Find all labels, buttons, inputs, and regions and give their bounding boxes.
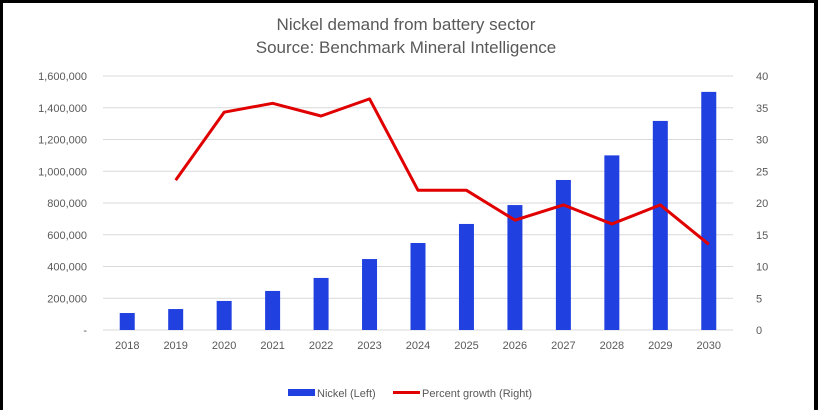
right-tick-label: 25: [756, 166, 768, 178]
right-tick-label: 35: [756, 103, 768, 115]
x-tick-label: 2022: [309, 340, 333, 352]
bar: [265, 290, 281, 330]
bar: [410, 243, 426, 330]
bar: [216, 300, 232, 330]
x-axis: 2018 2019 2020 2021 2022 2023 2024 2025 2026 2027…: [115, 340, 721, 352]
right-tick-label: 30: [756, 135, 768, 147]
x-tick-label: 2019: [163, 340, 187, 352]
bar: [604, 155, 620, 330]
x-tick-label: 2030: [697, 340, 721, 352]
right-tick-label: 5: [756, 293, 762, 305]
bar: [119, 313, 135, 330]
bar: [555, 179, 571, 330]
line-series: [174, 97, 710, 246]
x-tick-label: 2023: [357, 340, 381, 352]
right-tick-label: 40: [756, 71, 768, 83]
right-axis: 0 5 10 15 20 25 30 35 40: [756, 71, 768, 337]
chart-subtitle: Source: Benchmark Mineral Intelligence: [256, 38, 556, 57]
bar-series: [119, 91, 717, 331]
legend-label-nickel: Nickel (Left): [317, 388, 376, 400]
x-tick-label: 2018: [115, 340, 139, 352]
left-tick-label: 200,000: [47, 293, 87, 305]
chart-title: Nickel demand from battery sector: [277, 15, 536, 34]
x-tick-label: 2025: [454, 340, 478, 352]
left-tick-label: 1,000,000: [38, 166, 87, 178]
left-tick-label: 400,000: [47, 262, 87, 274]
left-tick-label: 1,200,000: [38, 135, 87, 147]
bar: [507, 205, 523, 330]
right-tick-label: 0: [756, 325, 762, 337]
x-tick-label: 2028: [600, 340, 624, 352]
x-tick-label: 2026: [503, 340, 527, 352]
left-tick-label: -: [83, 325, 87, 337]
bar: [168, 309, 184, 330]
left-tick-label: 800,000: [47, 198, 87, 210]
right-tick-label: 20: [756, 198, 768, 210]
bar: [458, 223, 474, 330]
bar: [652, 120, 668, 331]
left-tick-label: 600,000: [47, 230, 87, 242]
bar: [313, 277, 329, 330]
growth-line: [174, 97, 710, 246]
left-tick-label: 1,600,000: [38, 71, 87, 83]
x-tick-label: 2021: [260, 340, 284, 352]
x-tick-label: 2029: [648, 340, 672, 352]
legend-swatch-nickel: [288, 389, 315, 396]
bottom-strip: [0, 410, 818, 418]
right-tick-label: 15: [756, 230, 768, 242]
left-tick-label: 1,400,000: [38, 103, 87, 115]
chart: Nickel demand from battery sector Source…: [38, 15, 768, 400]
x-tick-label: 2027: [551, 340, 575, 352]
legend-label-growth: Percent growth (Right): [422, 388, 532, 400]
legend: Nickel (Left) Percent growth (Right): [288, 388, 532, 400]
bar: [362, 259, 378, 330]
right-tick-label: 10: [756, 262, 768, 274]
x-tick-label: 2020: [212, 340, 236, 352]
x-tick-label: 2024: [406, 340, 430, 352]
chart-frame: Nickel demand from battery sector Source…: [3, 3, 814, 410]
bar: [701, 91, 717, 330]
left-axis: - 200,000 400,000 600,000 800,000 1,000,000 1,…: [38, 71, 87, 337]
gridlines: [103, 75, 733, 331]
